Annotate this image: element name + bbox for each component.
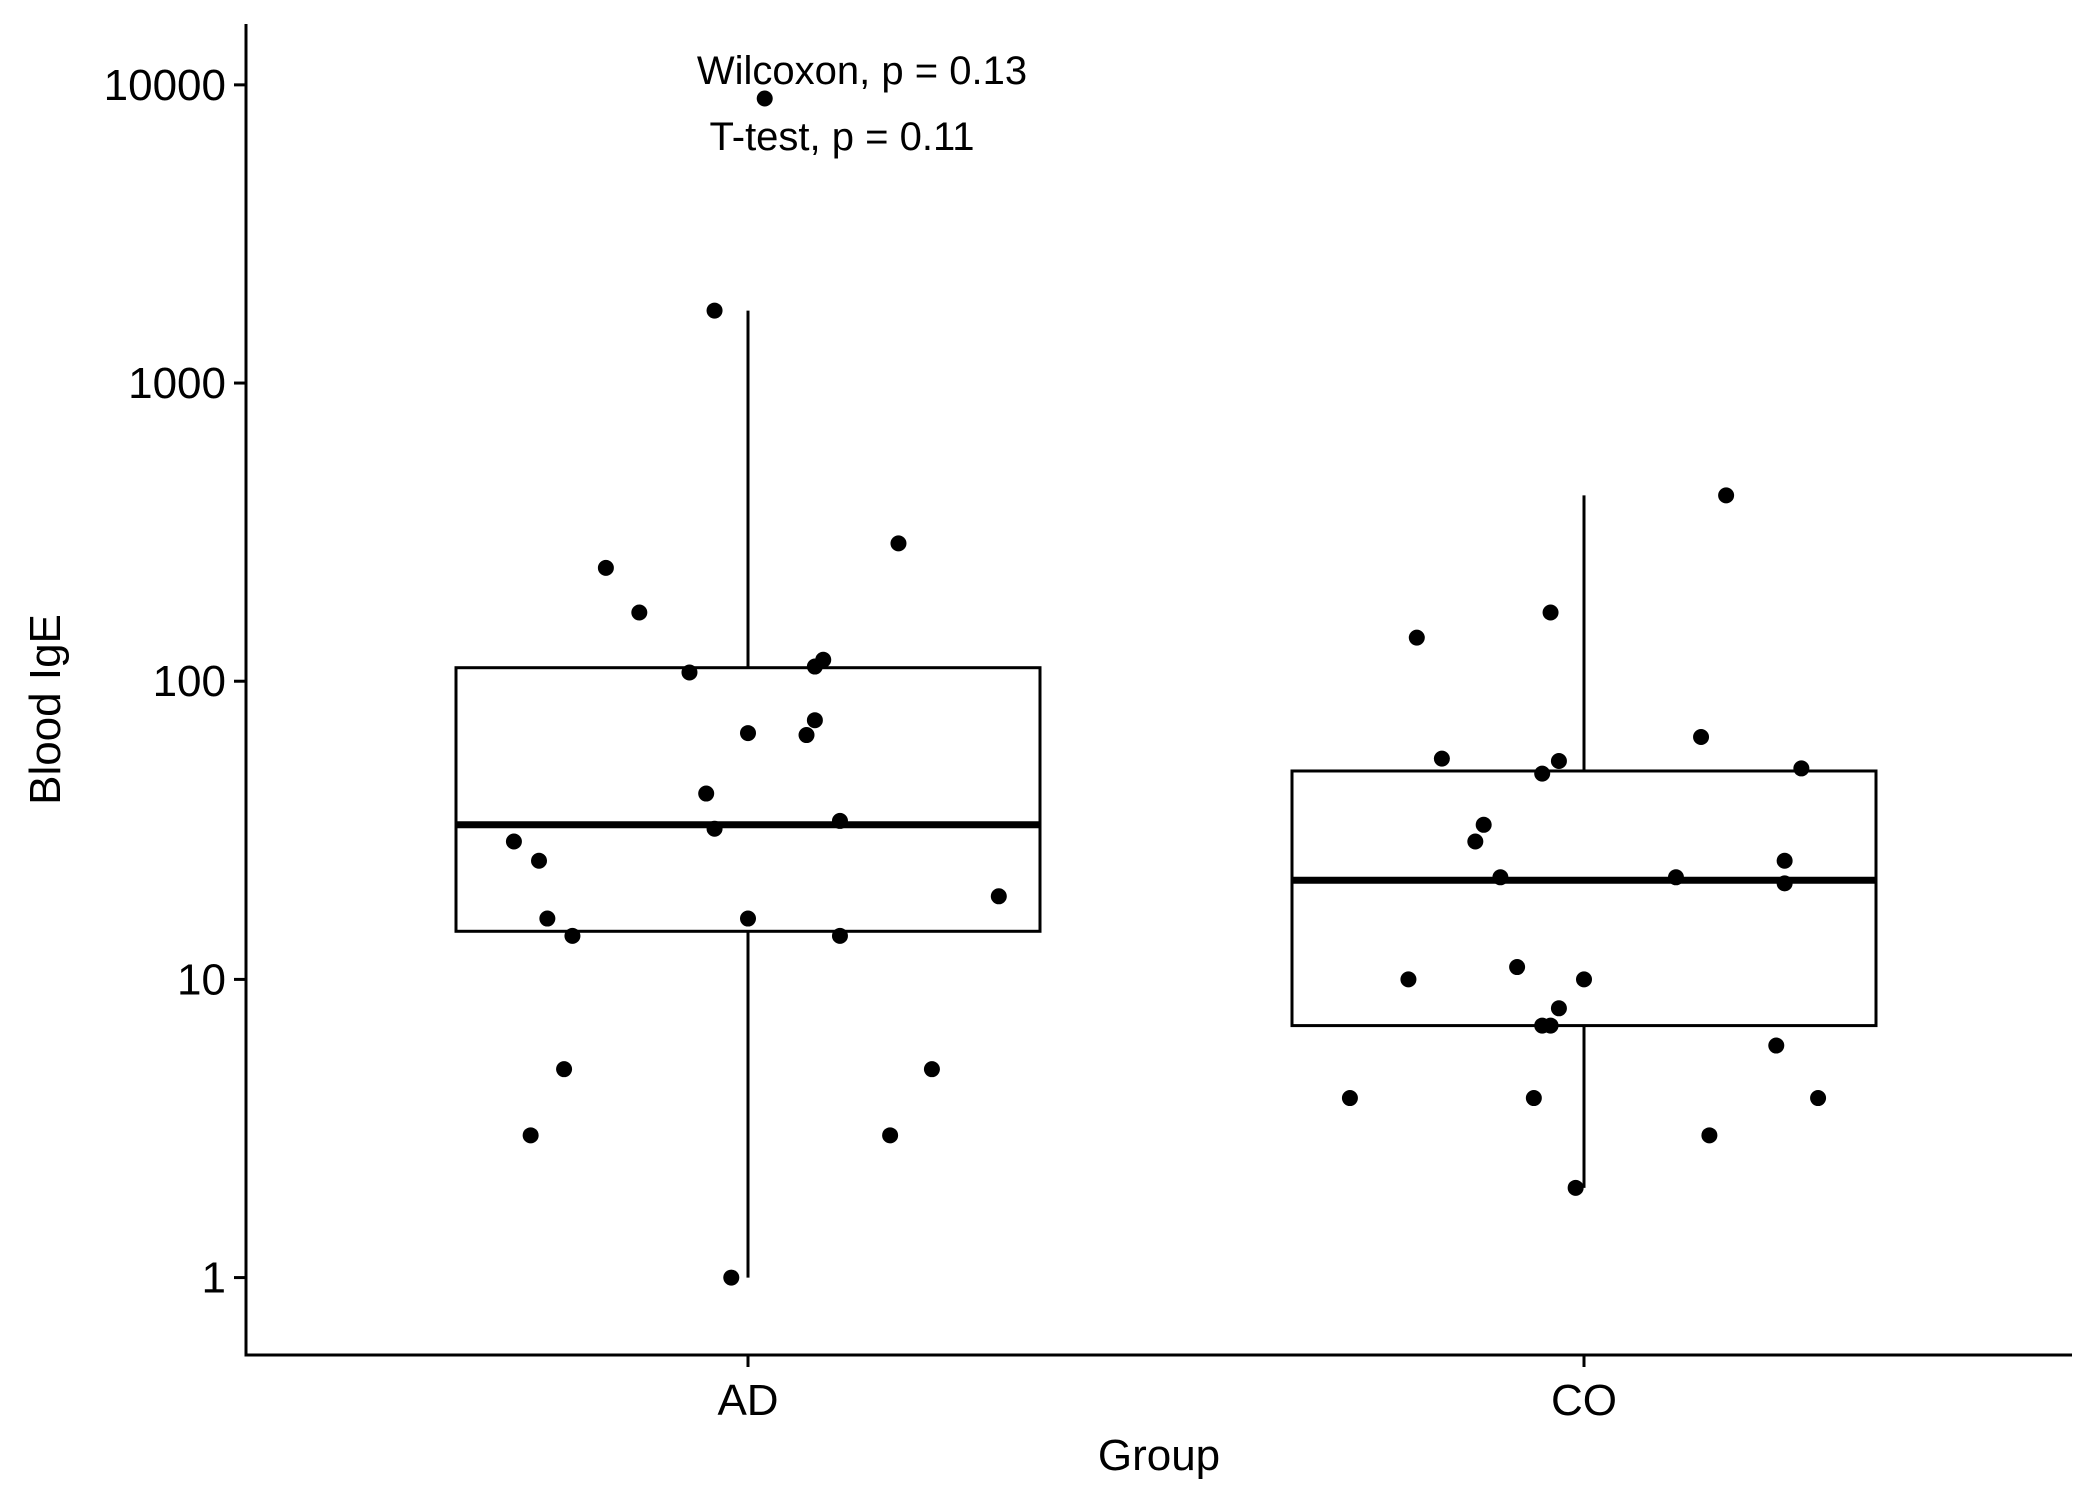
- iqr-box: [454, 666, 1042, 933]
- group-co: [1290, 487, 1878, 1196]
- data-point: [1534, 1017, 1551, 1034]
- data-point: [1550, 1000, 1567, 1017]
- y-axis-title: Blood IgE: [21, 614, 70, 805]
- wilcoxon-annotation: Wilcoxon, p = 0.13: [697, 49, 1027, 93]
- y-tick-label: 1: [202, 1254, 226, 1303]
- data-point: [1509, 959, 1526, 976]
- data-point: [798, 727, 815, 744]
- data-point: [681, 664, 698, 681]
- data-point: [740, 725, 756, 742]
- data-point: [756, 90, 773, 107]
- data-point: [1776, 875, 1793, 892]
- x-tick-label: CO: [1551, 1376, 1617, 1425]
- data-point: [1550, 753, 1567, 770]
- data-point: [1793, 760, 1810, 777]
- data-point: [723, 1269, 740, 1286]
- data-point: [1433, 750, 1450, 767]
- data-point: [1467, 833, 1484, 850]
- data-point: [1776, 852, 1793, 869]
- y-tick-label: 10000: [104, 61, 226, 110]
- data-point: [1693, 729, 1710, 746]
- iqr-box: [1290, 769, 1878, 1028]
- data-point: [1810, 1090, 1827, 1107]
- data-point: [522, 1127, 539, 1144]
- data-point: [597, 559, 614, 576]
- ttest-annotation: T-test, p = 0.11: [710, 115, 975, 159]
- plot-area: [454, 90, 1878, 1286]
- data-point: [806, 712, 823, 729]
- data-point: [831, 812, 848, 829]
- data-point: [1768, 1037, 1785, 1054]
- x-axis-title: Group: [1098, 1431, 1220, 1480]
- y-axis-ticks: 1 10 100 1000 10000: [104, 61, 246, 1303]
- x-axis-ticks: AD CO: [717, 1355, 1617, 1425]
- data-point: [505, 833, 522, 850]
- group-ad: [454, 90, 1042, 1286]
- data-point: [539, 910, 556, 927]
- data-point: [1492, 869, 1509, 886]
- data-point: [706, 302, 723, 319]
- x-tick-label: AD: [717, 1376, 778, 1425]
- y-tick-label: 1000: [128, 359, 226, 408]
- data-point: [890, 535, 907, 552]
- data-point: [882, 1127, 899, 1144]
- data-point: [1718, 487, 1735, 504]
- data-point: [1667, 869, 1684, 886]
- data-point: [923, 1061, 940, 1078]
- y-tick-label: 100: [153, 657, 226, 706]
- data-point: [1408, 629, 1425, 646]
- data-point: [1542, 604, 1559, 621]
- data-point: [698, 785, 715, 802]
- data-point: [531, 852, 547, 869]
- data-point: [990, 888, 1007, 905]
- data-point: [1576, 971, 1592, 988]
- data-point: [740, 910, 756, 927]
- data-point: [706, 820, 723, 837]
- y-tick-label: 10: [177, 955, 226, 1004]
- data-point: [1701, 1127, 1718, 1144]
- data-point: [1400, 971, 1417, 988]
- data-point: [831, 927, 848, 944]
- data-point: [806, 658, 823, 675]
- data-point: [1567, 1179, 1584, 1196]
- data-point: [564, 927, 581, 944]
- data-point: [1341, 1090, 1358, 1107]
- data-point: [1534, 765, 1551, 782]
- data-point: [556, 1061, 573, 1078]
- data-point: [1525, 1090, 1542, 1107]
- data-point: [1475, 816, 1492, 833]
- data-point: [631, 604, 648, 621]
